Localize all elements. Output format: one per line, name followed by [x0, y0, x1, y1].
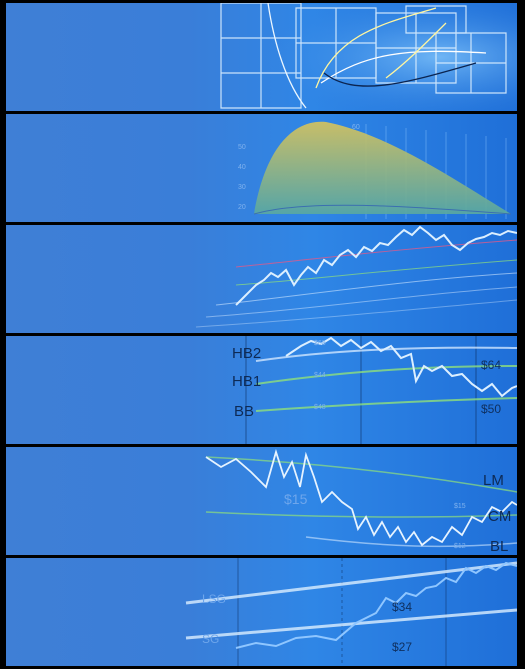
price-label-small: $15 [454, 503, 466, 510]
price-label-small: $48 [314, 404, 326, 411]
banner-panel-2: 60 50 40 30 20 [6, 114, 517, 222]
series-letter: CM [488, 508, 511, 525]
band-label: BB [234, 403, 254, 420]
lm-cm-bl-graphic [6, 447, 517, 555]
band-chart-graphic [6, 336, 517, 444]
banner-panel-6: $34 $27 LSG SG [6, 558, 517, 666]
banner-panel-4: HB2 HB1 BB $64 $50 $68 $44 $48 [6, 336, 517, 444]
grid-curves-graphic [6, 3, 517, 111]
side-label: LSG [202, 592, 226, 606]
price-label: $27 [392, 640, 412, 654]
series-letter: BL [490, 538, 508, 555]
price-label-small: $44 [314, 372, 326, 379]
series-letter: LM [483, 472, 504, 489]
tick-label: 20 [238, 204, 246, 211]
banner-panel-5: $15 $15 $12 LM CM BL [6, 447, 517, 555]
tick-label: 60 [352, 124, 360, 131]
banner-panel-3 [6, 225, 517, 333]
band-label: HB1 [232, 373, 261, 390]
surface-graphic [6, 114, 517, 222]
rising-chart-graphic [6, 558, 517, 666]
price-label: $34 [392, 600, 412, 614]
stock-line-graphic [6, 225, 517, 333]
tick-label: 50 [238, 144, 246, 151]
price-label: $64 [481, 358, 501, 372]
price-label: $15 [284, 491, 307, 507]
tick-label: 30 [238, 184, 246, 191]
price-label-small: $12 [454, 543, 466, 550]
tick-label: 40 [238, 164, 246, 171]
price-label-small: $68 [314, 340, 326, 347]
band-label: HB2 [232, 345, 261, 362]
price-label: $50 [481, 402, 501, 416]
side-label: SG [202, 632, 219, 646]
banner-panel-1 [6, 3, 517, 111]
